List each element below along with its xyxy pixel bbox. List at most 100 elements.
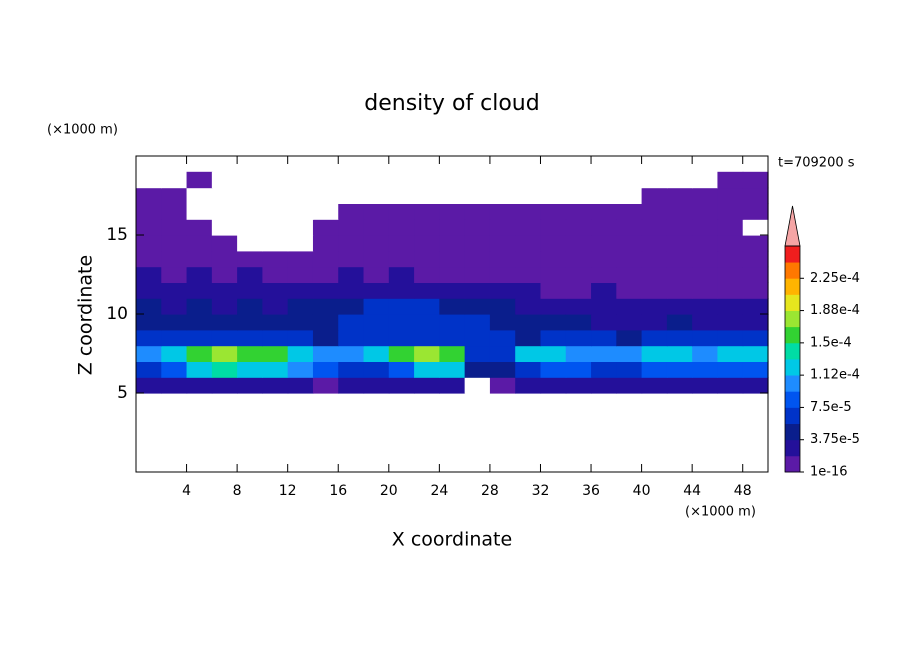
- contour-cell: [414, 266, 440, 283]
- contour-cell: [414, 187, 440, 204]
- contour-cell: [641, 187, 668, 204]
- contour-cell: [338, 329, 365, 347]
- contour-cell: [312, 345, 339, 362]
- x-tick-label: 48: [734, 483, 752, 499]
- x-tick-label: 4: [182, 483, 191, 499]
- contour-cell: [161, 345, 188, 362]
- contour-cell: [338, 266, 365, 283]
- contour-cell: [136, 266, 162, 283]
- contour-cell: [489, 377, 516, 394]
- contour-cell: [692, 171, 719, 189]
- contour-cell: [464, 329, 491, 347]
- contour-cell: [464, 314, 491, 331]
- contour-cell: [388, 329, 415, 347]
- contour-cell: [414, 298, 440, 315]
- x-tick-label: 16: [329, 483, 347, 499]
- contour-cell: [211, 266, 238, 283]
- contour-cell: [161, 282, 188, 299]
- contour-cell: [540, 235, 567, 252]
- contour-cell: [591, 377, 617, 394]
- contour-cell: [161, 314, 188, 331]
- contour-cell: [287, 187, 314, 204]
- contour-cell: [464, 171, 491, 189]
- contour-cell: [489, 250, 516, 268]
- contour-cell: [287, 250, 314, 268]
- y-tick-label: 15: [106, 225, 128, 245]
- contour-cell: [742, 266, 769, 283]
- colorbar-segment: [785, 278, 800, 295]
- contour-cell: [338, 298, 365, 315]
- contour-cell: [312, 219, 339, 236]
- contour-cell: [211, 203, 238, 220]
- x-tick-label: 8: [233, 483, 242, 499]
- contour-cell: [262, 361, 289, 378]
- contour-cell: [717, 171, 744, 189]
- contour-cell: [237, 203, 263, 220]
- contour-cell: [742, 235, 769, 252]
- colorbar-tick-label: 1.88e-4: [810, 303, 860, 318]
- contour-cell: [591, 329, 617, 347]
- contour-cell: [616, 235, 643, 252]
- contour-cell: [262, 314, 289, 331]
- contour-cell: [489, 298, 516, 315]
- contour-cell: [287, 266, 314, 283]
- contour-cell: [540, 345, 567, 362]
- contour-cell: [464, 187, 491, 204]
- contour-cell: [464, 282, 491, 299]
- contour-cell: [489, 314, 516, 331]
- contour-cell: [136, 329, 162, 347]
- contour-cell: [414, 235, 440, 252]
- contour-cell: [692, 250, 719, 268]
- contour-cell: [692, 329, 719, 347]
- x-axis-label: X coordinate: [392, 529, 512, 551]
- contour-cell: [161, 171, 188, 189]
- contour-cell: [692, 187, 719, 204]
- contour-cell: [161, 329, 188, 347]
- contour-cell: [338, 361, 365, 378]
- contour-cell: [388, 282, 415, 299]
- contour-cell: [262, 329, 289, 347]
- contour-cell: [262, 298, 289, 315]
- contour-cell: [515, 266, 542, 283]
- colorbar-segment: [785, 423, 800, 441]
- contour-cell: [591, 361, 617, 378]
- contour-cell: [262, 266, 289, 283]
- colorbar-segment: [785, 262, 800, 279]
- contour-cell: [136, 282, 162, 299]
- contour-cell: [388, 345, 415, 362]
- contour-cell: [211, 314, 238, 331]
- contour-cell: [237, 361, 263, 378]
- contour-cell: [591, 219, 617, 236]
- contour-cell: [338, 219, 365, 236]
- contour-cell: [464, 250, 491, 268]
- contour-cell: [515, 235, 542, 252]
- colorbar-segment: [785, 439, 800, 457]
- contour-cell: [237, 282, 263, 299]
- time-annotation: t=709200 s: [778, 156, 855, 171]
- contour-cell: [540, 187, 567, 204]
- contour-cell: [338, 187, 365, 204]
- contour-cell: [262, 377, 289, 394]
- contour-cell: [312, 282, 339, 299]
- contour-cell: [439, 282, 466, 299]
- contour-cell: [363, 219, 390, 236]
- contour-cell: [692, 361, 719, 378]
- contour-cell: [262, 203, 289, 220]
- contour-cell: [591, 266, 617, 283]
- contour-cell: [363, 250, 390, 268]
- contour-cell: [312, 171, 339, 189]
- contour-cell: [287, 298, 314, 315]
- contour-cell: [717, 314, 744, 331]
- contour-cell: [742, 314, 769, 331]
- contour-cell: [464, 377, 491, 394]
- contour-cell: [565, 266, 592, 283]
- contour-cell: [237, 187, 263, 204]
- contour-cell: [186, 282, 213, 299]
- contour-cell: [211, 171, 238, 189]
- contour-cell: [565, 345, 592, 362]
- contour-cell: [287, 219, 314, 236]
- contour-cell: [565, 203, 592, 220]
- contour-cell: [287, 282, 314, 299]
- colorbar-tick-label: 1.5e-4: [810, 335, 852, 350]
